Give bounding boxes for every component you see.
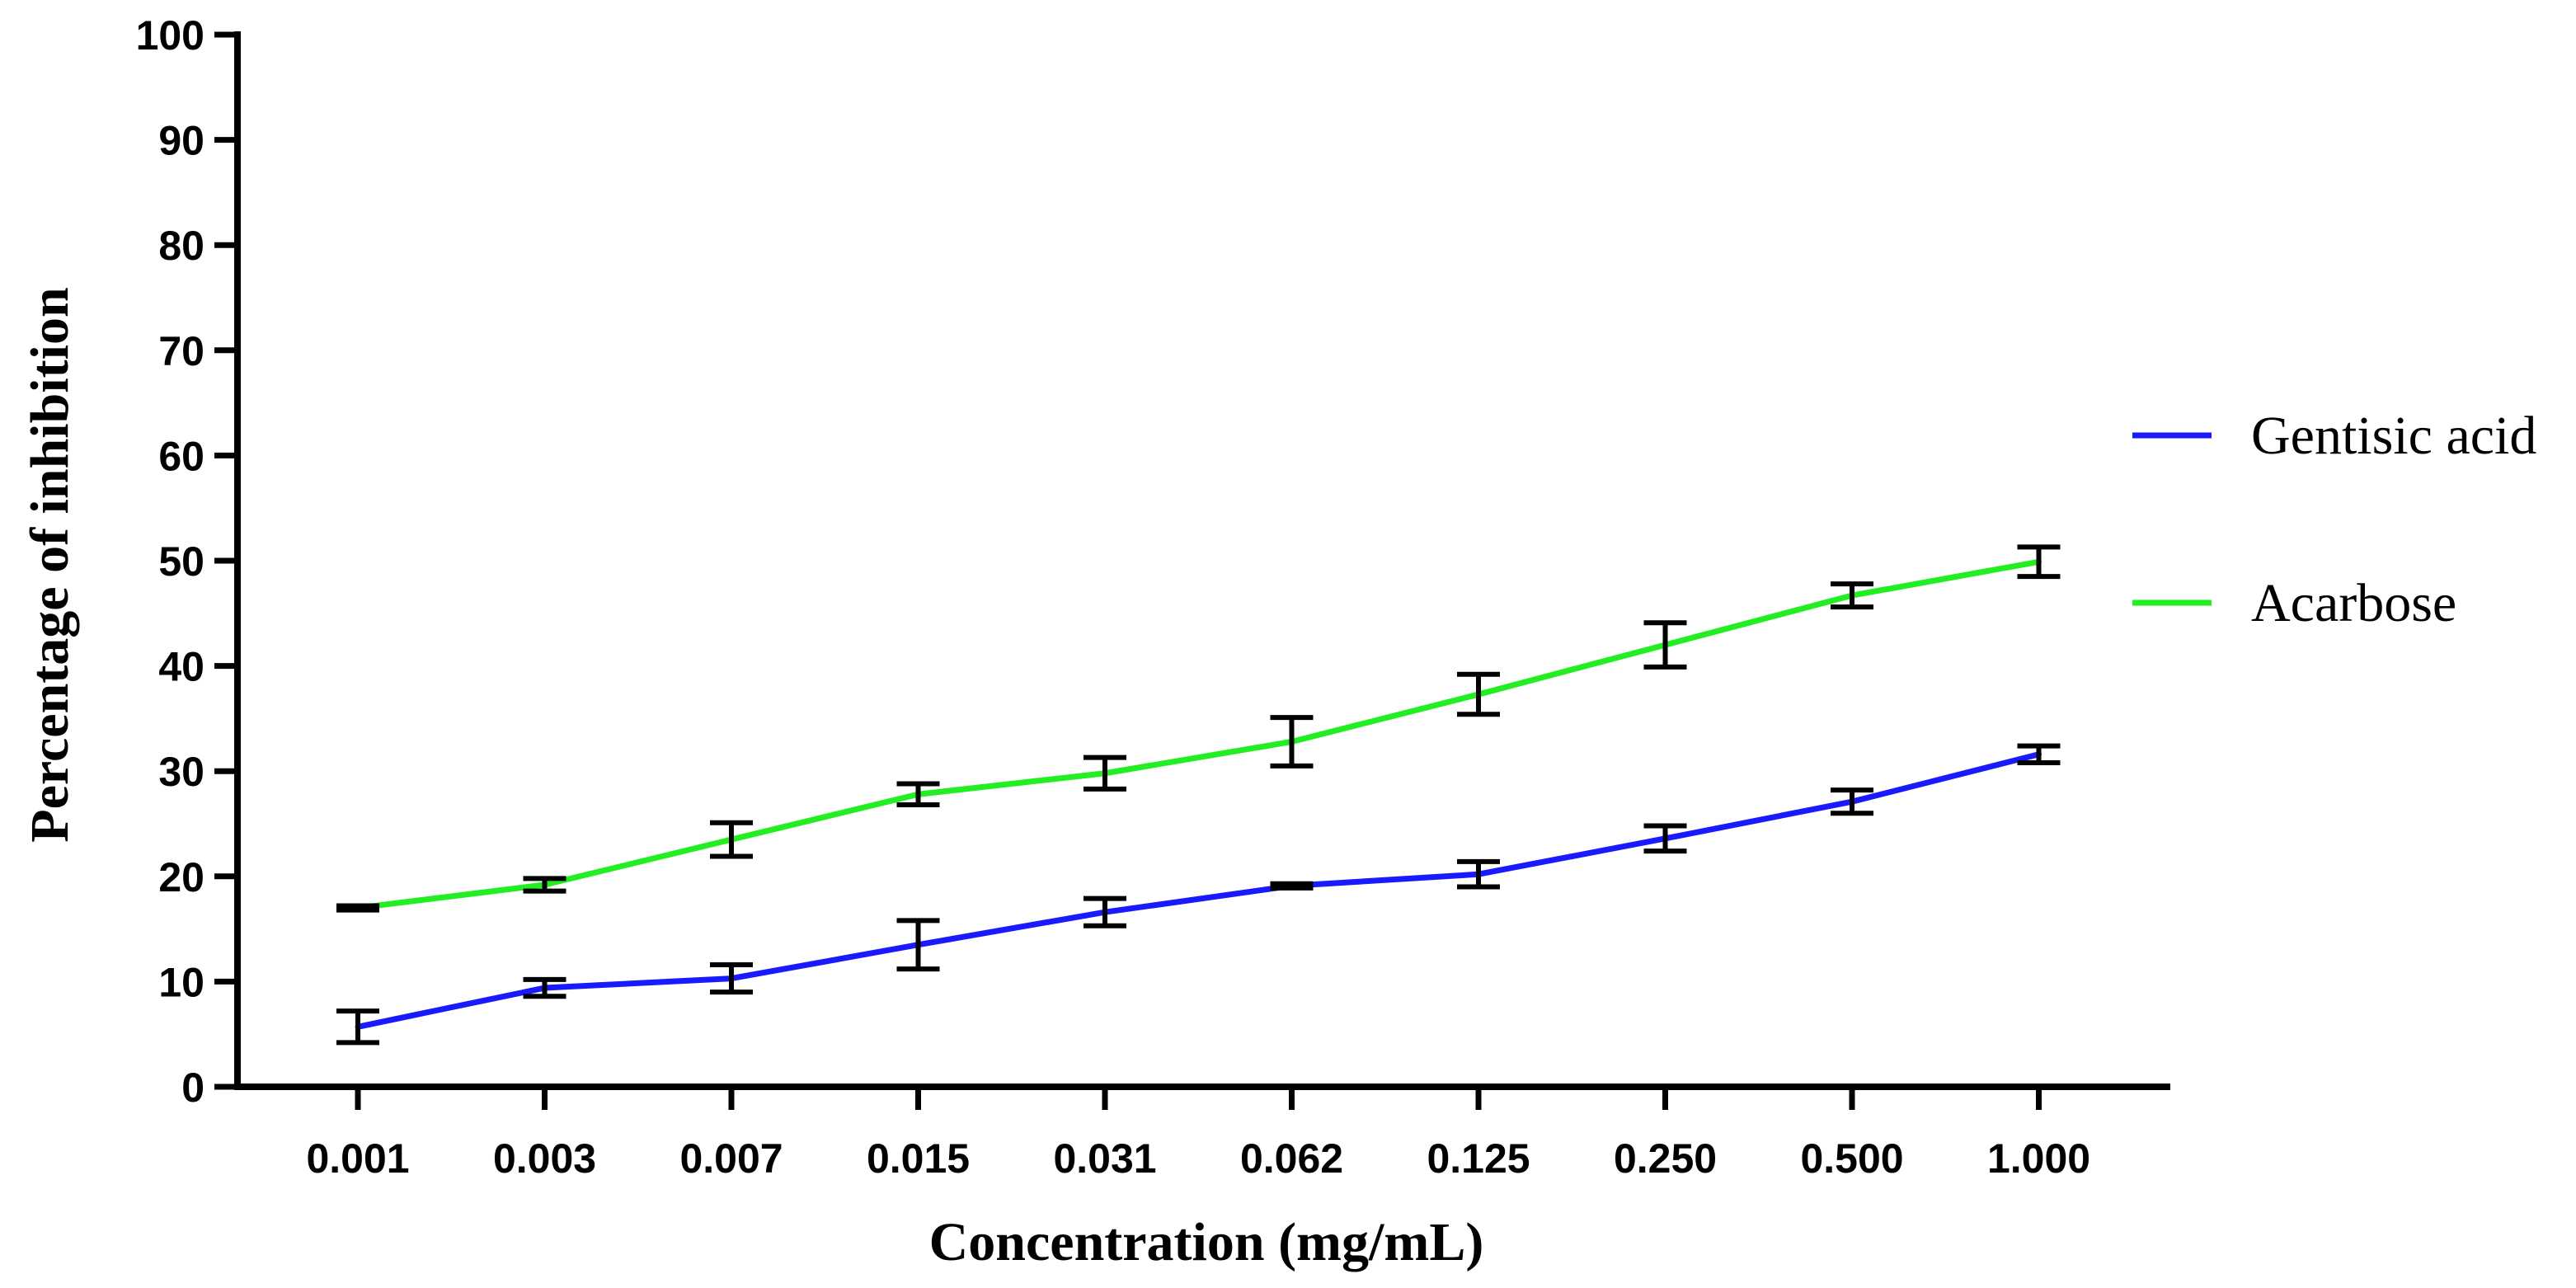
y-tick-label: 80 (158, 223, 204, 269)
y-tick-label: 50 (158, 538, 204, 585)
y-tick-label: 40 (158, 644, 204, 690)
y-axis: 0 10 20 30 40 50 60 70 80 90 100 (136, 12, 241, 1111)
error-bar-gentisic-acid (1831, 787, 1873, 816)
y-tick-label: 0 (181, 1065, 204, 1111)
x-tick-label: 0.125 (1427, 1135, 1530, 1182)
y-tick-label: 60 (158, 433, 204, 479)
error-bar-gentisic-acid (1643, 823, 1687, 854)
x-tick-label: 0.001 (306, 1135, 409, 1182)
series-layer (355, 558, 2042, 1030)
x-tick-label: 0.500 (1800, 1135, 1903, 1182)
error-bar-acarbose (1270, 715, 1314, 769)
error-bar-acarbose (1084, 754, 1126, 792)
error-bar-acarbose (336, 903, 379, 913)
legend: Gentisic acid Acarbose (2132, 406, 2536, 633)
x-tick-label: 0.250 (1614, 1135, 1717, 1182)
error-bar-acarbose (2017, 544, 2061, 580)
legend-item-acarbose: Acarbose (2132, 573, 2456, 633)
legend-item-gentisic-acid: Gentisic acid (2132, 406, 2536, 466)
y-tick-label: 90 (158, 118, 204, 164)
y-tick-label: 100 (136, 12, 204, 59)
error-bar-gentisic-acid (896, 918, 940, 972)
error-bar-acarbose (1831, 581, 1873, 610)
x-tick-label: 0.007 (679, 1135, 783, 1182)
x-tick-label: 0.015 (867, 1135, 970, 1182)
legend-label: Acarbose (2251, 573, 2456, 633)
error-bar-acarbose (896, 781, 940, 808)
error-bar-gentisic-acid (1457, 858, 1500, 890)
legend-label: Gentisic acid (2251, 406, 2536, 466)
error-bar-gentisic-acid (1270, 881, 1314, 891)
x-axis-title: Concentration (mg/mL) (929, 1212, 1484, 1272)
x-tick-label: 0.031 (1053, 1135, 1156, 1182)
y-axis-title: Percentage of inhibition (20, 287, 80, 842)
error-bar-acarbose (710, 820, 753, 859)
y-tick-label: 10 (158, 959, 204, 1005)
series-line-acarbose (355, 558, 2042, 911)
y-tick-label: 20 (158, 854, 204, 900)
error-bar-acarbose (1457, 671, 1500, 717)
error-bar-layer (336, 544, 2061, 1046)
error-bar-gentisic-acid (523, 976, 566, 999)
error-bar-gentisic-acid (2017, 743, 2061, 765)
x-tick-label: 0.003 (493, 1135, 596, 1182)
x-axis: 0.001 0.003 0.007 0.015 0.031 0.062 0.125 0.250… (234, 1084, 2170, 1182)
series-line-gentisic-acid (355, 751, 2042, 1030)
x-tick-label: 0.062 (1240, 1135, 1343, 1182)
x-tick-label: 1.000 (1987, 1135, 2090, 1182)
error-bar-gentisic-acid (336, 1008, 379, 1046)
error-bar-gentisic-acid (710, 961, 753, 995)
error-bar-acarbose (523, 876, 566, 894)
error-bar-acarbose (1643, 620, 1687, 670)
y-tick-label: 30 (158, 749, 204, 795)
y-tick-label: 70 (158, 328, 204, 374)
error-bar-gentisic-acid (1084, 895, 1126, 928)
